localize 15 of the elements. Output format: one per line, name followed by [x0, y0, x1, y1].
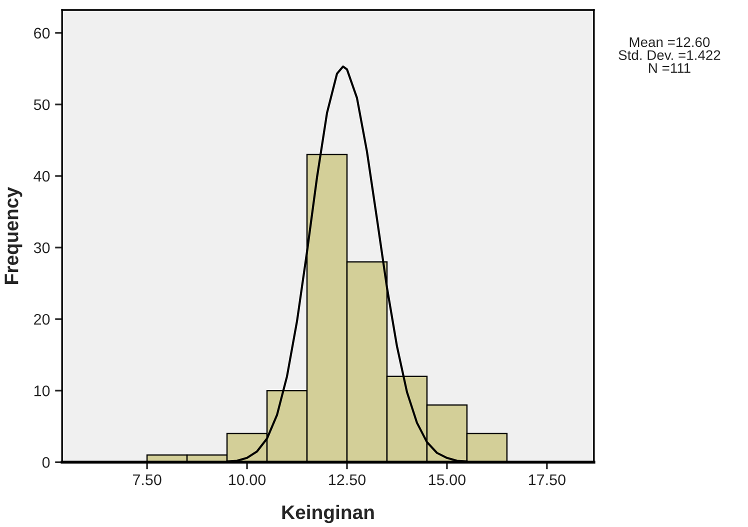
y-tick-label: 10: [34, 386, 50, 396]
y-tick-label: 60: [34, 28, 50, 39]
y-tick-label: 20: [34, 314, 50, 325]
x-axis-title: Keinginan: [282, 504, 374, 524]
y-axis-title: Frequency: [4, 187, 22, 284]
y-tick-label: 40: [34, 170, 50, 182]
x-tick-label: 17.50: [528, 474, 566, 486]
x-tick-label: 12.50: [329, 474, 366, 486]
y-tick-label: 50: [34, 99, 50, 110]
x-tick-label: 15.00: [429, 474, 466, 486]
y-tick-label: 30: [34, 242, 50, 254]
text: Mean =12.60 Std. Dev. =1.422 N =111: [618, 37, 720, 73]
x-tick-label: 10.00: [229, 474, 266, 486]
y-tick-label: 0: [42, 457, 50, 468]
x-tick-label: 7.50: [132, 474, 162, 486]
